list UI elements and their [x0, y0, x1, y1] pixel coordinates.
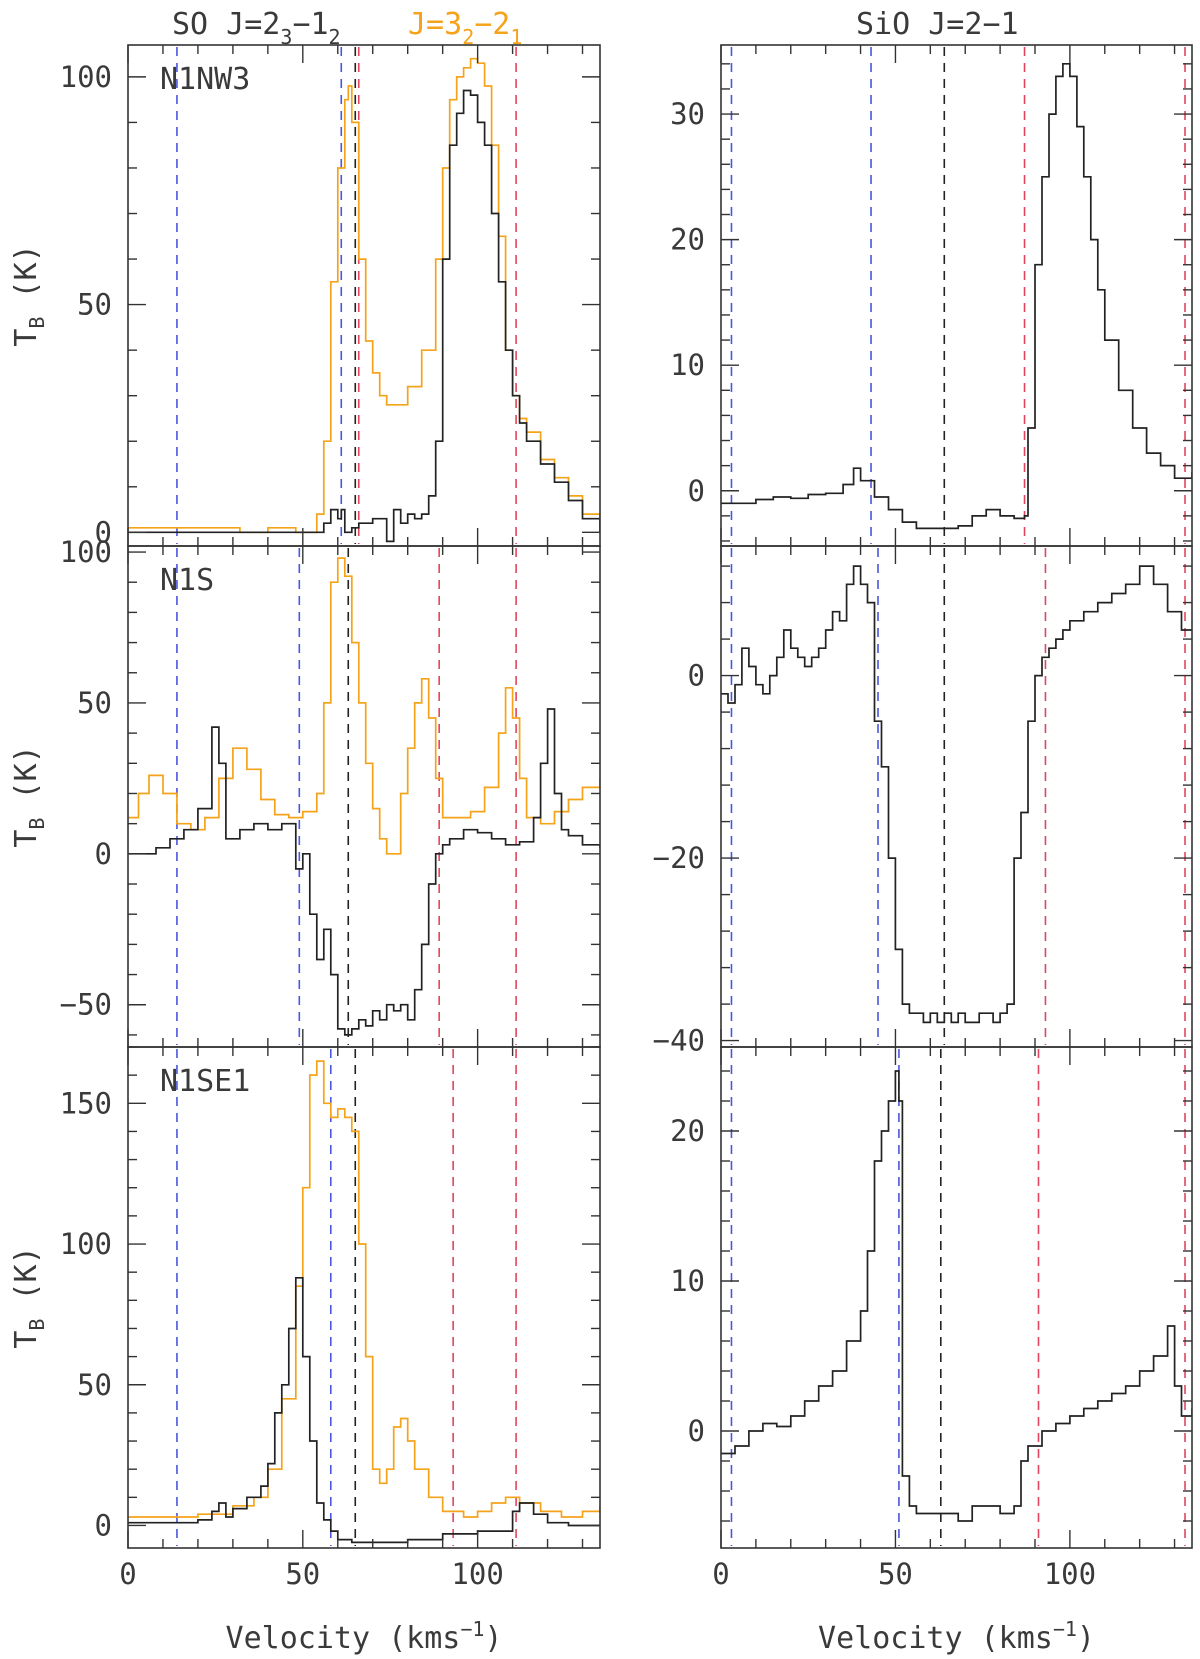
x-axis-label-2: Velocity (kms−1): [818, 1617, 1095, 1656]
y-tick-label: 0: [688, 1414, 705, 1448]
spectrum-sio: [721, 1070, 1192, 1522]
x-tick-label: 0: [119, 1557, 136, 1591]
x-tick-label: 50: [878, 1557, 913, 1591]
header-sio-transition: SiO J=2−1: [856, 7, 1019, 42]
spectrum-so_32_21: [128, 57, 600, 534]
y-tick-label: 0: [688, 659, 705, 693]
spectrum-so_32_21: [128, 1060, 600, 1518]
y-axis-label-3: TB (K): [9, 1246, 49, 1348]
x-tick-label: 100: [451, 1557, 503, 1591]
y-tick-label: 50: [77, 288, 112, 322]
panel-2: 0 10 20 30: [670, 44, 1193, 547]
spectrum-so_23_12: [128, 708, 600, 1036]
y-tick-label: 0: [95, 837, 112, 871]
panel-frame: [720, 44, 1193, 547]
y-tick-label: 0: [688, 474, 705, 508]
panel-5: 0 50 100 0 50 100 150 N1SE1: [60, 1046, 601, 1591]
panel-frame: [127, 1046, 601, 1549]
x-axis-label-1: Velocity (kms−1): [226, 1617, 503, 1656]
y-tick-label: 100: [60, 60, 112, 94]
x-tick-label: 0: [712, 1557, 729, 1591]
y-tick-label: 0: [95, 1508, 112, 1542]
source-label: N1SE1: [160, 1064, 250, 1099]
spectrum-sio: [721, 62, 1192, 530]
panel-6: 0 50 100 0 10 20: [670, 1046, 1193, 1591]
y-tick-label: 10: [670, 348, 705, 382]
y-tick-label: 20: [670, 1114, 705, 1148]
header-so-transition-2: J=32−21: [408, 7, 522, 49]
y-tick-label: 150: [60, 1086, 112, 1120]
panel-4: −40 −20 0: [653, 545, 1193, 1058]
panel-frame: [127, 44, 601, 547]
y-tick-label: −20: [653, 841, 705, 875]
y-tick-label: −50: [60, 988, 112, 1022]
source-label: N1S: [160, 563, 214, 598]
y-tick-label: 10: [670, 1264, 705, 1298]
x-tick-label: 100: [1044, 1557, 1096, 1591]
y-tick-label: 30: [670, 97, 705, 131]
headers: SO J=23−12 J=32−21 SiO J=2−1 Velocity (kms−…: [9, 7, 1095, 1656]
panel-3: −50 0 50 100 N1S: [60, 535, 601, 1048]
y-axis-label-1: TB (K): [9, 244, 49, 346]
y-tick-label: 100: [60, 1227, 112, 1261]
source-label: N1NW3: [160, 62, 250, 97]
y-tick-label: −40: [653, 1024, 705, 1058]
panel-1: 0 50 100 N1NW3: [60, 44, 601, 549]
panel-frame: [720, 545, 1193, 1048]
spectrum-so_32_21: [128, 557, 600, 855]
x-tick-label: 50: [285, 1557, 320, 1591]
header-so-transition-1: SO J=23−12: [172, 7, 341, 49]
y-tick-label: 50: [77, 686, 112, 720]
panel-frame: [720, 1046, 1193, 1549]
panel-frame: [127, 545, 601, 1048]
y-tick-label: 0: [95, 515, 112, 549]
y-tick-label: 20: [670, 223, 705, 257]
y-tick-label: 50: [77, 1368, 112, 1402]
spectrum-so_23_12: [128, 89, 600, 543]
spectrum-sio: [721, 565, 1192, 1024]
spectrum-so_23_12: [128, 1276, 600, 1544]
y-axis-label-2: TB (K): [9, 745, 49, 847]
y-tick-label: 100: [60, 535, 112, 569]
